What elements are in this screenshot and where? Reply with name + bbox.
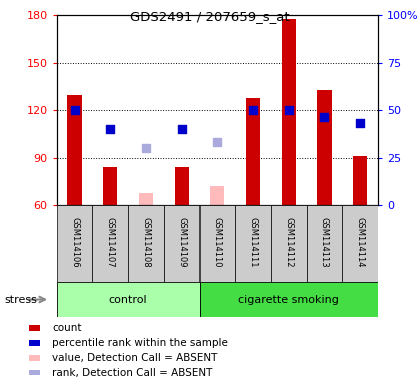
Bar — [92, 205, 128, 282]
Bar — [200, 205, 235, 282]
Point — [321, 114, 328, 120]
Bar — [175, 167, 189, 205]
Bar — [342, 205, 378, 282]
Text: GDS2491 / 207659_s_at: GDS2491 / 207659_s_at — [130, 10, 290, 23]
Bar — [139, 193, 153, 205]
Point — [286, 107, 292, 114]
Text: GSM114110: GSM114110 — [213, 217, 222, 268]
Point — [178, 126, 185, 132]
Bar — [29, 325, 40, 331]
Text: GSM114107: GSM114107 — [106, 217, 115, 268]
Bar — [103, 167, 118, 205]
Bar — [271, 205, 307, 282]
Text: GSM114106: GSM114106 — [70, 217, 79, 268]
Text: GSM114108: GSM114108 — [142, 217, 150, 268]
Point — [71, 107, 78, 114]
Bar — [68, 94, 82, 205]
Text: GSM114112: GSM114112 — [284, 217, 293, 268]
Text: rank, Detection Call = ABSENT: rank, Detection Call = ABSENT — [52, 368, 212, 378]
Bar — [29, 370, 40, 376]
Point — [249, 107, 256, 114]
Bar — [353, 156, 368, 205]
Text: value, Detection Call = ABSENT: value, Detection Call = ABSENT — [52, 353, 217, 363]
Bar — [210, 187, 225, 205]
Point — [107, 126, 114, 132]
Bar — [246, 98, 260, 205]
Point — [143, 146, 150, 152]
Bar — [57, 205, 92, 282]
Bar — [57, 282, 200, 317]
Text: GSM114109: GSM114109 — [177, 217, 186, 268]
Bar — [282, 18, 296, 205]
Bar — [318, 90, 332, 205]
Bar — [29, 355, 40, 361]
Text: GSM114113: GSM114113 — [320, 217, 329, 268]
Bar — [200, 282, 378, 317]
Text: GSM114114: GSM114114 — [356, 217, 365, 268]
Bar — [164, 205, 200, 282]
Text: percentile rank within the sample: percentile rank within the sample — [52, 338, 228, 348]
Text: stress: stress — [4, 295, 37, 305]
Bar — [235, 205, 271, 282]
Bar — [307, 205, 342, 282]
Text: control: control — [109, 295, 147, 305]
Bar — [29, 340, 40, 346]
Bar — [128, 205, 164, 282]
Text: cigarette smoking: cigarette smoking — [238, 295, 339, 305]
Text: count: count — [52, 323, 81, 333]
Point — [357, 120, 364, 126]
Point — [214, 139, 221, 145]
Text: GSM114111: GSM114111 — [249, 217, 257, 268]
